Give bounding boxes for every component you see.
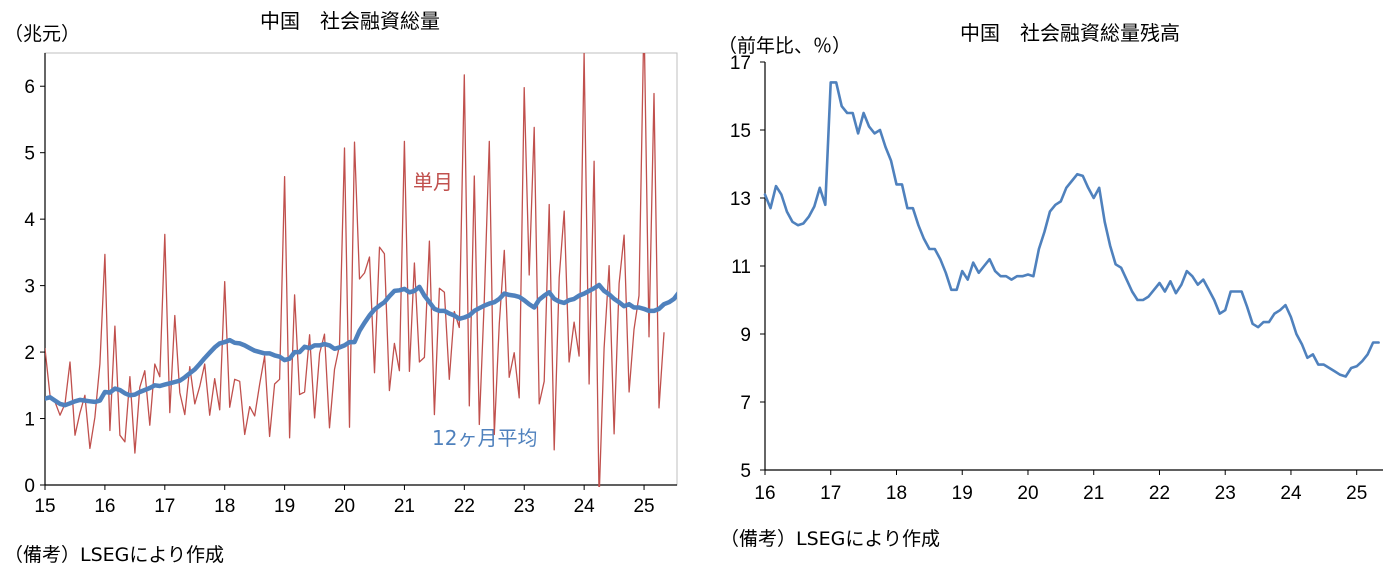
right-y-tick-label: 11: [731, 257, 751, 278]
left-series-line-average: [45, 282, 677, 408]
right-chart-title: 中国 社会融資総量残高: [960, 21, 1180, 45]
left-x-tick-label: 15: [34, 496, 55, 517]
left-x-tick-label: 17: [154, 496, 175, 517]
right-x-tick-label: 22: [1149, 483, 1170, 504]
left-x-tick-label: 18: [214, 496, 235, 517]
right-series-line: [763, 81, 1380, 378]
left-y-tick-label: 2: [24, 343, 35, 364]
left-x-tick-label: 25: [633, 496, 654, 517]
left-x-tick-label: 19: [274, 496, 295, 517]
left-source-note: （備考）LSEGにより作成: [4, 544, 224, 566]
right-unit-label: （前年比、％）: [718, 35, 851, 57]
left-chart-title: 中国 社会融資総量: [260, 9, 440, 33]
right-x-tick-label: 20: [1017, 483, 1038, 504]
right-x-tick-label: 25: [1346, 483, 1367, 504]
left-y-tick-label: 0: [24, 476, 35, 497]
left-x-tick-label: 20: [334, 496, 355, 517]
right-x-tick-label: 23: [1215, 483, 1236, 504]
right-y-tick-label: 5: [740, 461, 751, 482]
right-y-tick-label: 13: [730, 189, 751, 210]
right-y-tick-label: 15: [730, 121, 751, 142]
right-x-tick-label: 18: [886, 483, 907, 504]
right-x-tick-label: 16: [754, 483, 775, 504]
left-x-tick-label: 24: [574, 496, 596, 517]
left-y-tick-label: 4: [24, 210, 35, 231]
left-x-tick-label: 21: [394, 496, 415, 517]
right-y-tick-label: 17: [730, 53, 751, 74]
left-series-label-monthly: 単月: [413, 170, 453, 194]
left-x-tick-label: 22: [454, 496, 475, 517]
left-series-line-monthly: [45, 53, 665, 487]
right-x-tick-label: 24: [1280, 483, 1302, 504]
left-y-tick-label: 5: [24, 144, 35, 165]
right-source-note: （備考）LSEGにより作成: [720, 528, 940, 550]
left-x-tick-label: 23: [514, 496, 535, 517]
left-y-tick-label: 3: [24, 277, 35, 298]
right-x-tick-label: 17: [820, 483, 841, 504]
left-x-tick-label: 16: [94, 496, 115, 517]
right-x-tick-label: 19: [952, 483, 973, 504]
left-unit-label: （兆元）: [4, 23, 80, 45]
left-plot-frame: [44, 52, 678, 486]
right-x-tick-label: 21: [1083, 483, 1104, 504]
left-series-label-average: 12ヶ月平均: [432, 426, 537, 450]
right-y-tick-label: 9: [740, 325, 751, 346]
left-y-tick-label: 1: [24, 410, 35, 431]
right-y-tick-label: 7: [740, 393, 751, 414]
left-y-tick-label: 6: [24, 77, 35, 98]
